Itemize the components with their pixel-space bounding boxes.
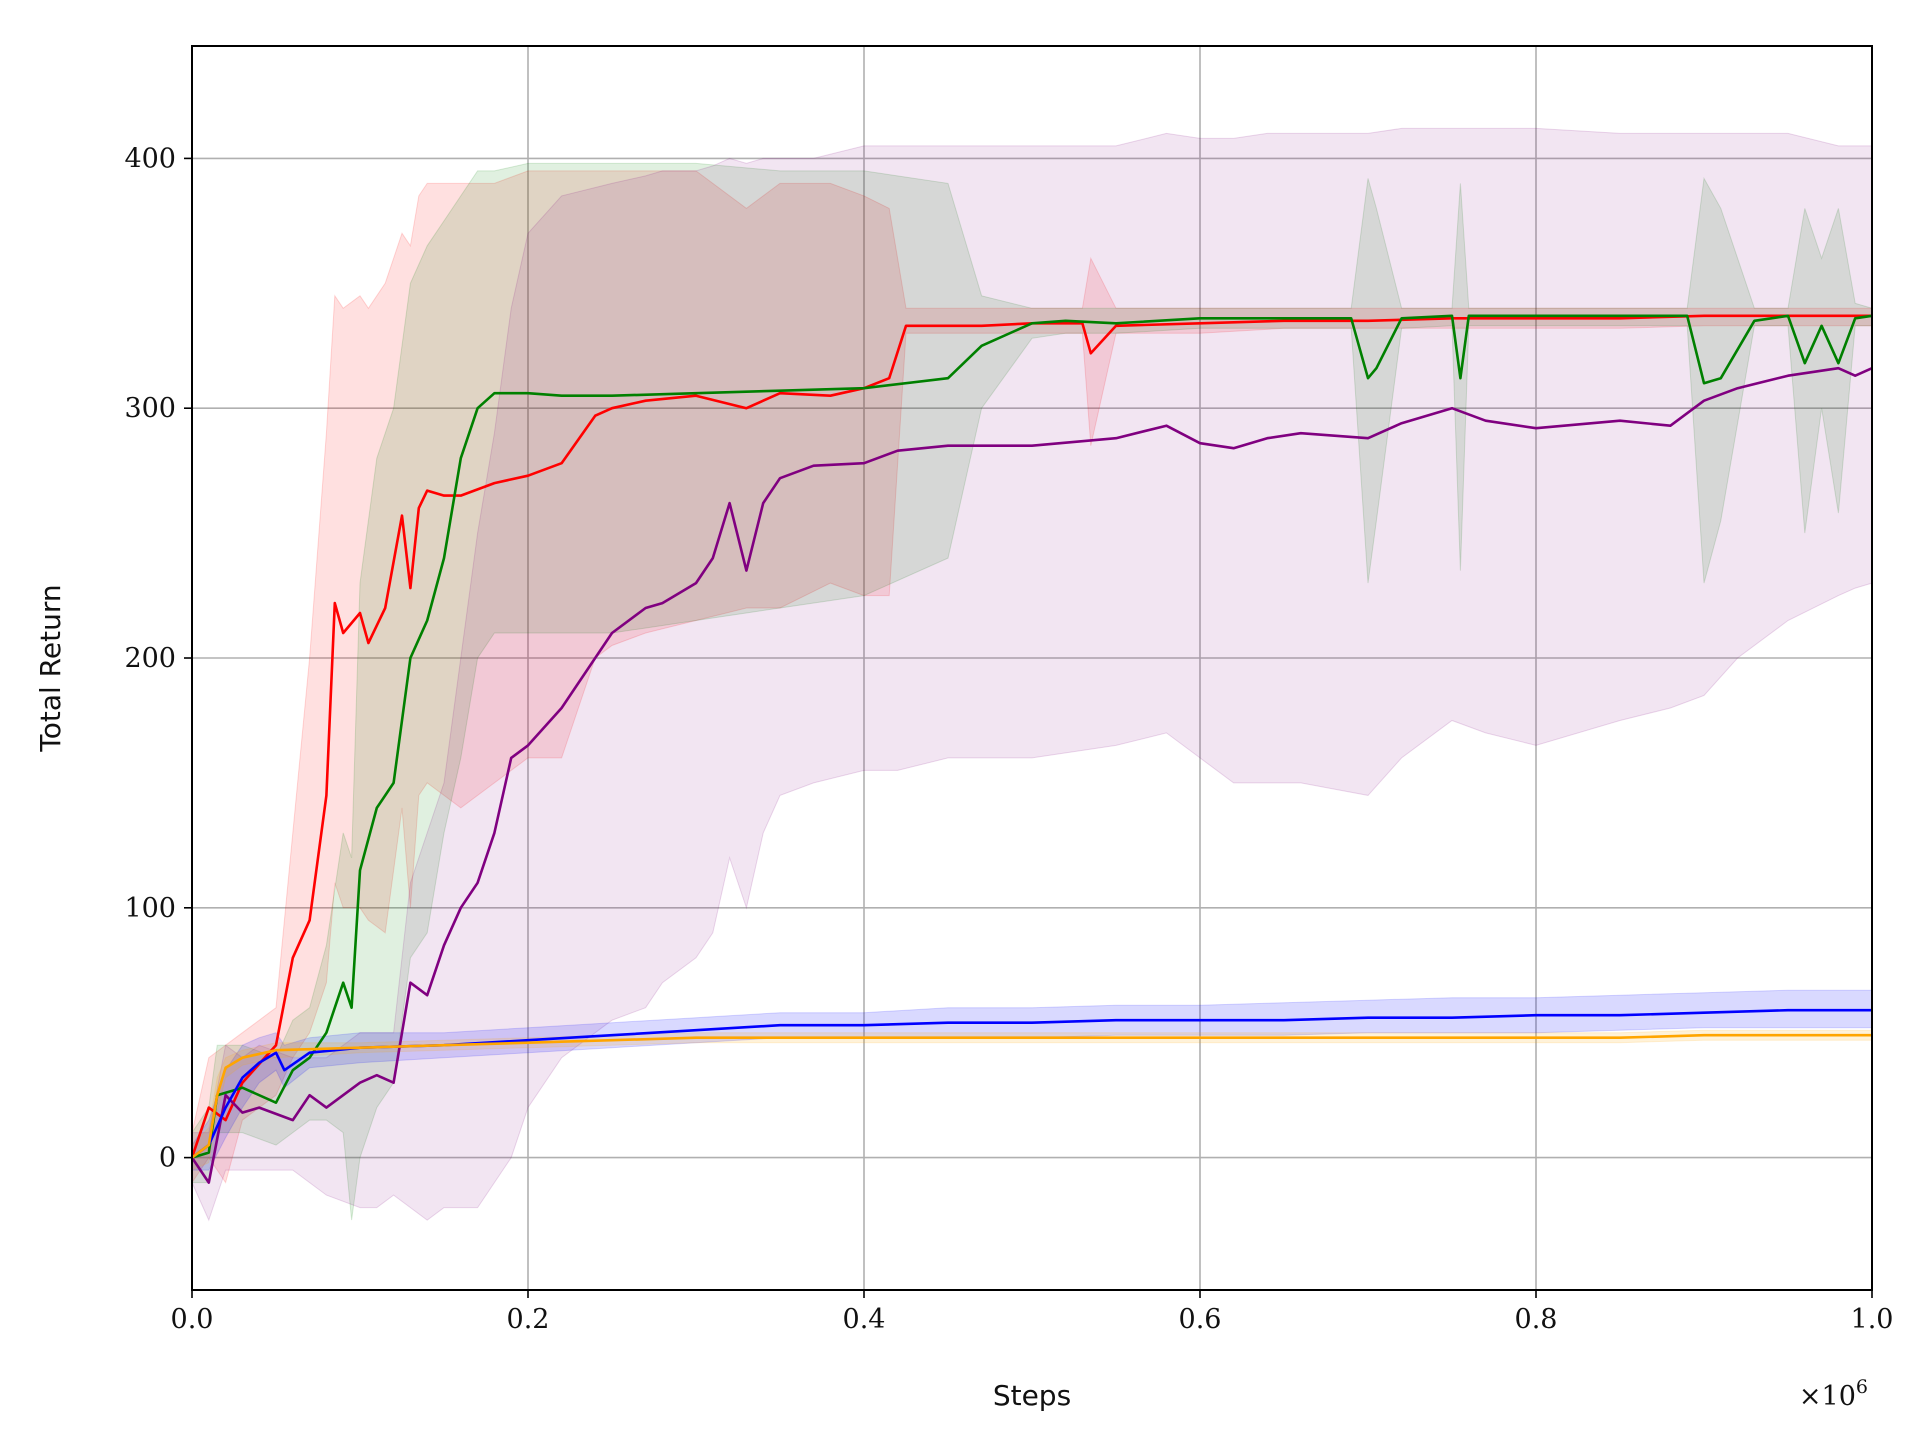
x-tick-label: 0.4 [843,1304,886,1335]
x-tick-label: 0.8 [1515,1304,1558,1335]
series-3-line [191,1008,1872,1159]
series-0-line [190,314,1872,1159]
plot-frame [191,45,1873,1291]
x-multiplier-exponent: 6 [1856,1376,1868,1398]
x-axis-multiplier: ×106 [1799,1376,1868,1412]
x-axis-ticks: 0.0 0.2 0.4 0.6 0.8 1.0 [171,1290,1894,1335]
series-2-line [190,366,1873,1184]
series-1-line [191,314,1873,1159]
x-axis-label: Steps [993,1379,1071,1412]
y-axis-label: Total Return [34,584,67,752]
x-tick-label: 1.0 [1851,1304,1894,1335]
x-tick-label: 0.0 [171,1304,214,1335]
y-tick-label: 100 [124,893,176,924]
series-4-line [191,1033,1872,1159]
series-lines [190,314,1873,1184]
y-tick-label: 200 [124,643,176,674]
confidence-bands [191,127,1873,1222]
y-tick-label: 0 [159,1143,176,1174]
y-axis-ticks: 0 100 200 300 400 [124,143,192,1174]
x-tick-label: 0.6 [1179,1304,1222,1335]
y-tick-label: 300 [124,393,176,424]
y-tick-label: 400 [124,143,176,174]
x-tick-label: 0.2 [507,1304,550,1335]
x-multiplier-base: ×10 [1799,1381,1856,1412]
